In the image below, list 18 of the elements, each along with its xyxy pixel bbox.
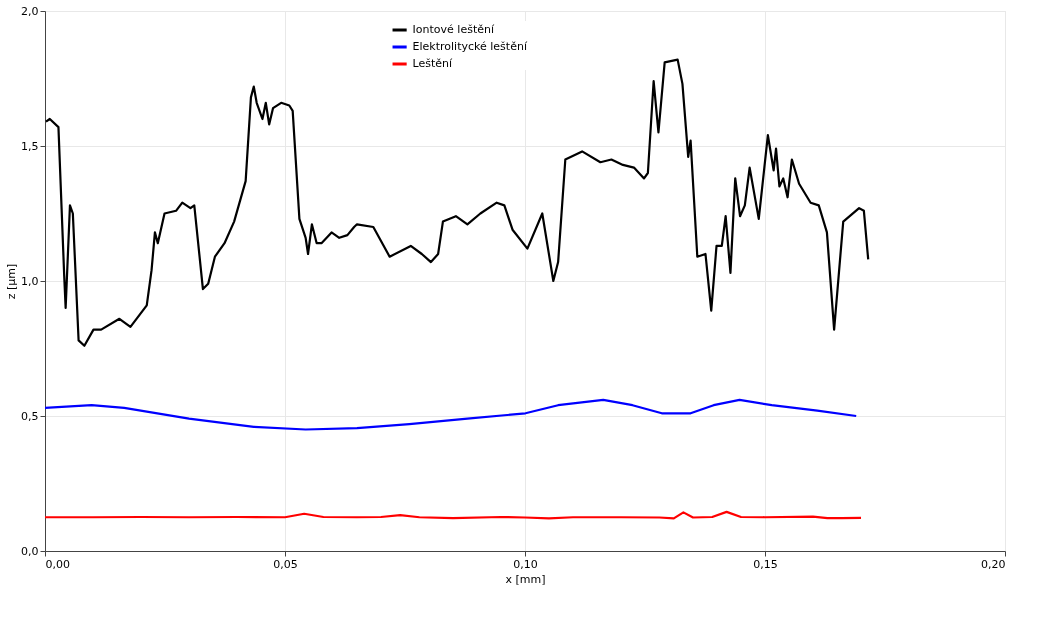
- x-axis-title: x [mm]: [505, 572, 546, 586]
- y-tick-label: 2,0: [21, 4, 39, 18]
- legend-label: Elektrolitycké leštění: [412, 40, 528, 53]
- x-tick-label: 0,15: [753, 557, 778, 571]
- y-tick-label: 0,5: [21, 409, 39, 423]
- line-series: [45, 58, 870, 347]
- y-tick-label: 1,5: [21, 139, 39, 153]
- y-tick-label: 0,0: [21, 544, 39, 558]
- x-tick-label: 0,00: [45, 557, 70, 571]
- x-tick-label: 0,05: [273, 557, 298, 571]
- x-tick-label: 0,20: [981, 557, 1006, 571]
- legend-label: Leštění: [412, 57, 454, 70]
- line-series: [45, 398, 858, 431]
- legend-label: Iontové leštění: [412, 23, 495, 36]
- y-tick-label: 1,0: [21, 274, 39, 288]
- line-series: [45, 510, 863, 520]
- x-tick-label: 0,10: [513, 557, 538, 571]
- y-axis-title: z [µm]: [5, 263, 19, 300]
